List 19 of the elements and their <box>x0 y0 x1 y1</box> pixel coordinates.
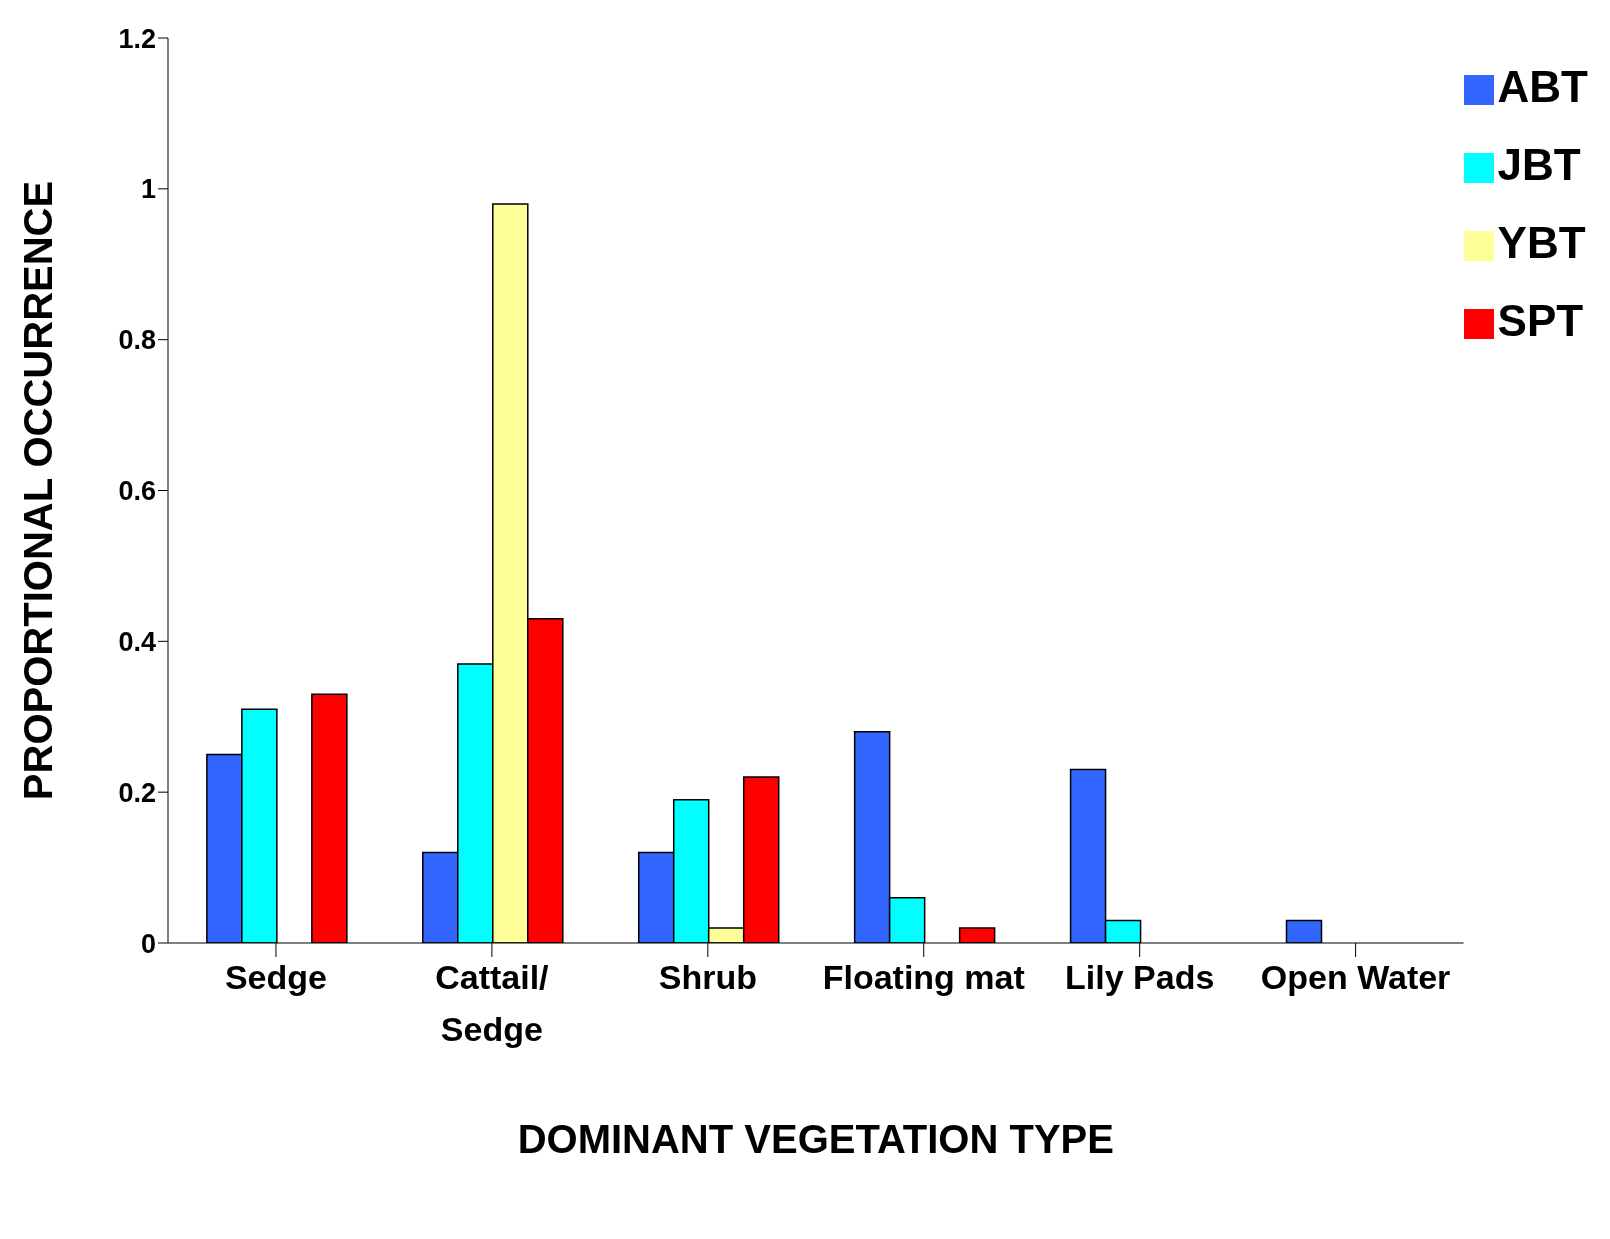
legend-label: SPT <box>1497 296 1584 345</box>
y-axis-title: PROPORTIONAL OCCURRENCE <box>16 180 61 801</box>
legend-label: JBT <box>1497 140 1581 189</box>
x-tick-label: Lily Pads <box>1065 958 1215 996</box>
x-tick-label: Sedge <box>224 958 327 996</box>
y-tick-label: 0 <box>140 928 156 959</box>
x-tick-label: Floating mat <box>822 958 1025 996</box>
y-tick-label: 1 <box>140 174 156 205</box>
x-tick-label: Open Water <box>1260 958 1451 996</box>
y-tick-label: 0.6 <box>118 476 156 507</box>
y-tick-label: 0.4 <box>118 626 156 657</box>
x-tick-label: Shrub <box>658 958 757 996</box>
x-axis-title: DOMINANT VEGETATION TYPE <box>517 1117 1114 1161</box>
legend-label: ABT <box>1497 62 1588 111</box>
y-tick-label: 1.2 <box>118 23 156 54</box>
legend-label: YBT <box>1497 218 1586 267</box>
y-tick-label: 0.2 <box>118 777 156 808</box>
y-tick-label: 0.8 <box>118 325 156 356</box>
x-tick-label: Cattail/ Sedge <box>435 958 550 1048</box>
